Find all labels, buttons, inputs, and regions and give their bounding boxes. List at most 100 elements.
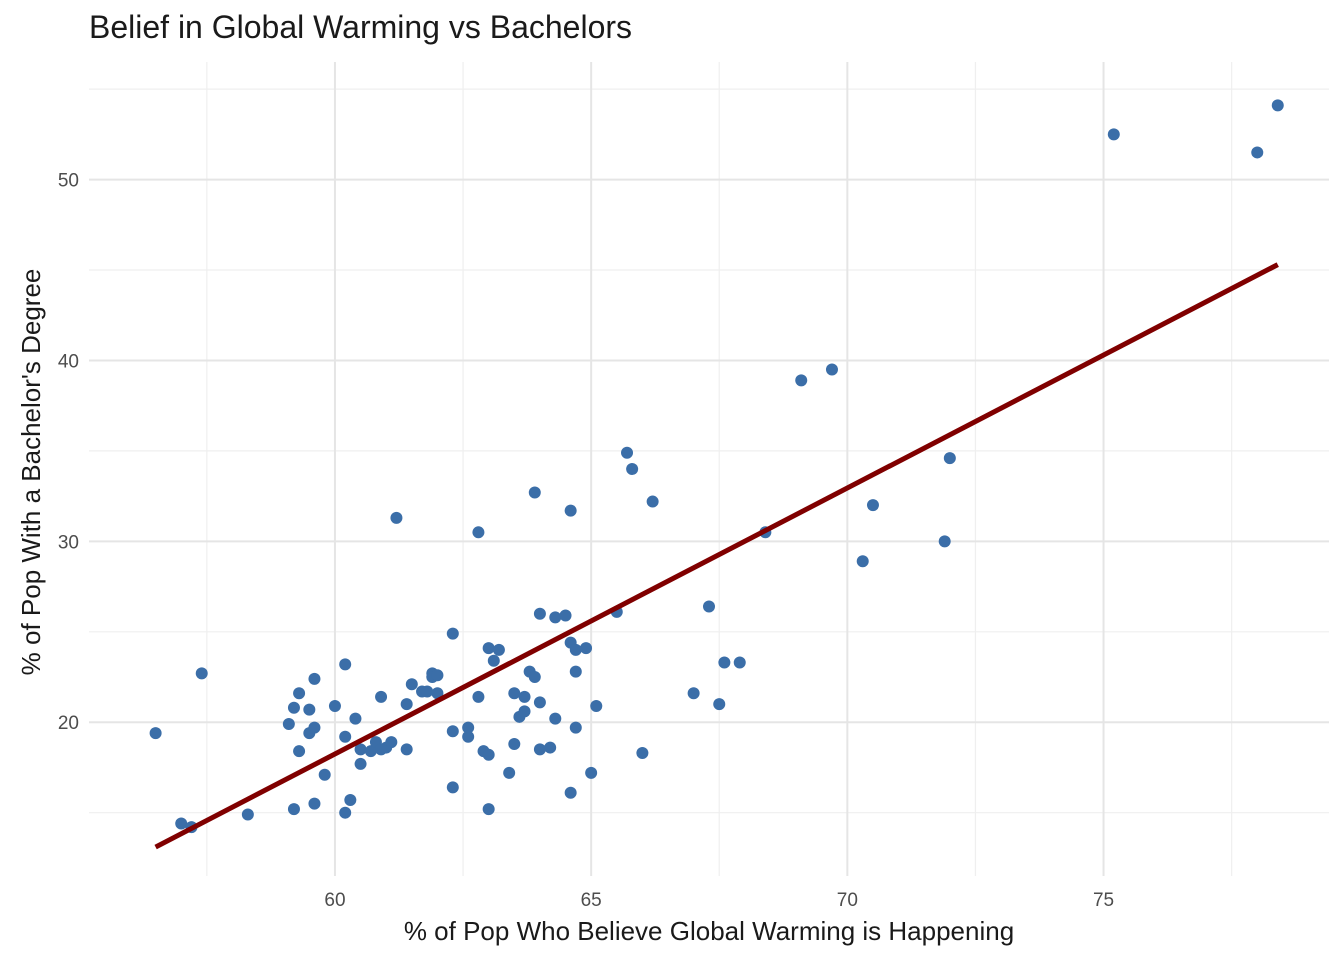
data-point bbox=[482, 642, 495, 655]
data-point bbox=[405, 678, 418, 691]
data-point bbox=[1251, 146, 1264, 159]
data-point bbox=[400, 698, 413, 711]
data-point bbox=[569, 643, 582, 656]
data-point bbox=[472, 690, 485, 703]
data-point bbox=[462, 730, 475, 743]
data-point bbox=[569, 721, 582, 734]
data-point bbox=[646, 495, 659, 508]
data-point bbox=[703, 600, 715, 613]
data-point bbox=[482, 748, 495, 761]
data-point bbox=[508, 737, 521, 750]
data-point bbox=[1107, 128, 1120, 141]
data-point bbox=[856, 555, 869, 568]
data-point bbox=[621, 446, 634, 459]
data-point bbox=[349, 712, 362, 725]
data-point bbox=[344, 794, 357, 807]
data-point bbox=[518, 690, 531, 703]
data-point bbox=[549, 712, 562, 725]
data-point bbox=[446, 725, 459, 738]
data-point bbox=[431, 687, 444, 700]
data-point bbox=[308, 721, 321, 734]
data-point bbox=[590, 699, 603, 712]
data-point bbox=[544, 741, 557, 754]
data-point bbox=[293, 745, 306, 758]
y-tick-label: 20 bbox=[58, 713, 79, 734]
data-point bbox=[339, 806, 352, 819]
y-tick-label: 30 bbox=[58, 532, 79, 553]
data-point bbox=[533, 696, 546, 709]
data-point bbox=[375, 690, 388, 703]
data-point bbox=[339, 730, 352, 743]
data-point bbox=[569, 665, 582, 678]
data-point bbox=[287, 701, 300, 714]
trend-line-layer bbox=[154, 262, 1279, 850]
tick-labels: 60 65 70 75 20 30 40 50 bbox=[58, 171, 1114, 911]
y-axis-title: % of Pop With a Bachelor's Degree bbox=[16, 269, 46, 676]
data-point bbox=[733, 656, 746, 669]
data-point bbox=[339, 658, 352, 671]
data-point bbox=[533, 743, 546, 756]
data-point bbox=[492, 643, 505, 656]
data-point bbox=[487, 654, 500, 667]
data-point bbox=[687, 687, 700, 700]
data-point bbox=[446, 627, 459, 640]
grid bbox=[89, 62, 1329, 876]
data-point bbox=[636, 746, 649, 759]
data-point bbox=[549, 611, 562, 624]
data-point bbox=[308, 797, 321, 810]
data-point bbox=[431, 669, 444, 682]
data-point bbox=[866, 499, 879, 512]
data-point bbox=[175, 817, 188, 830]
data-point bbox=[943, 452, 956, 465]
data-point bbox=[528, 671, 541, 684]
data-point bbox=[472, 526, 485, 539]
x-tick-label: 60 bbox=[324, 890, 345, 911]
y-tick-label: 50 bbox=[58, 171, 79, 192]
data-point bbox=[303, 703, 316, 716]
data-point bbox=[508, 687, 521, 700]
data-point bbox=[533, 607, 546, 620]
data-point bbox=[287, 803, 300, 816]
data-point bbox=[421, 685, 434, 698]
chart-title: Belief in Global Warming vs Bachelors bbox=[89, 9, 632, 45]
data-point bbox=[385, 736, 398, 749]
trend-line bbox=[154, 262, 1279, 850]
data-point bbox=[354, 757, 367, 770]
data-point bbox=[585, 766, 598, 779]
x-tick-label: 70 bbox=[837, 890, 858, 911]
data-point bbox=[564, 504, 577, 517]
data-point bbox=[580, 642, 593, 655]
data-point bbox=[328, 699, 341, 712]
data-point bbox=[564, 786, 577, 799]
data-point bbox=[528, 486, 541, 499]
data-point bbox=[390, 511, 403, 524]
data-point bbox=[482, 803, 495, 816]
data-point bbox=[518, 705, 531, 718]
data-point bbox=[626, 463, 639, 475]
data-point bbox=[241, 808, 254, 821]
x-axis-title: % of Pop Who Believe Global Warming is H… bbox=[404, 916, 1014, 946]
data-point bbox=[938, 535, 951, 548]
data-point bbox=[559, 609, 572, 622]
y-tick-label: 40 bbox=[58, 351, 79, 372]
x-tick-label: 75 bbox=[1093, 890, 1114, 911]
data-point bbox=[400, 743, 413, 756]
data-point bbox=[795, 374, 808, 387]
data-point bbox=[446, 781, 459, 794]
data-points bbox=[149, 99, 1284, 834]
data-point bbox=[825, 363, 838, 376]
data-point bbox=[149, 727, 162, 740]
data-point bbox=[462, 721, 475, 734]
x-tick-label: 65 bbox=[581, 890, 602, 911]
data-point bbox=[195, 667, 208, 680]
data-point bbox=[293, 687, 306, 700]
data-point bbox=[282, 718, 295, 731]
data-point bbox=[713, 698, 726, 711]
data-point bbox=[308, 672, 321, 685]
data-point bbox=[503, 766, 516, 779]
data-point bbox=[364, 745, 377, 758]
data-point bbox=[354, 743, 367, 756]
data-point bbox=[1271, 99, 1284, 112]
data-point bbox=[318, 768, 331, 781]
